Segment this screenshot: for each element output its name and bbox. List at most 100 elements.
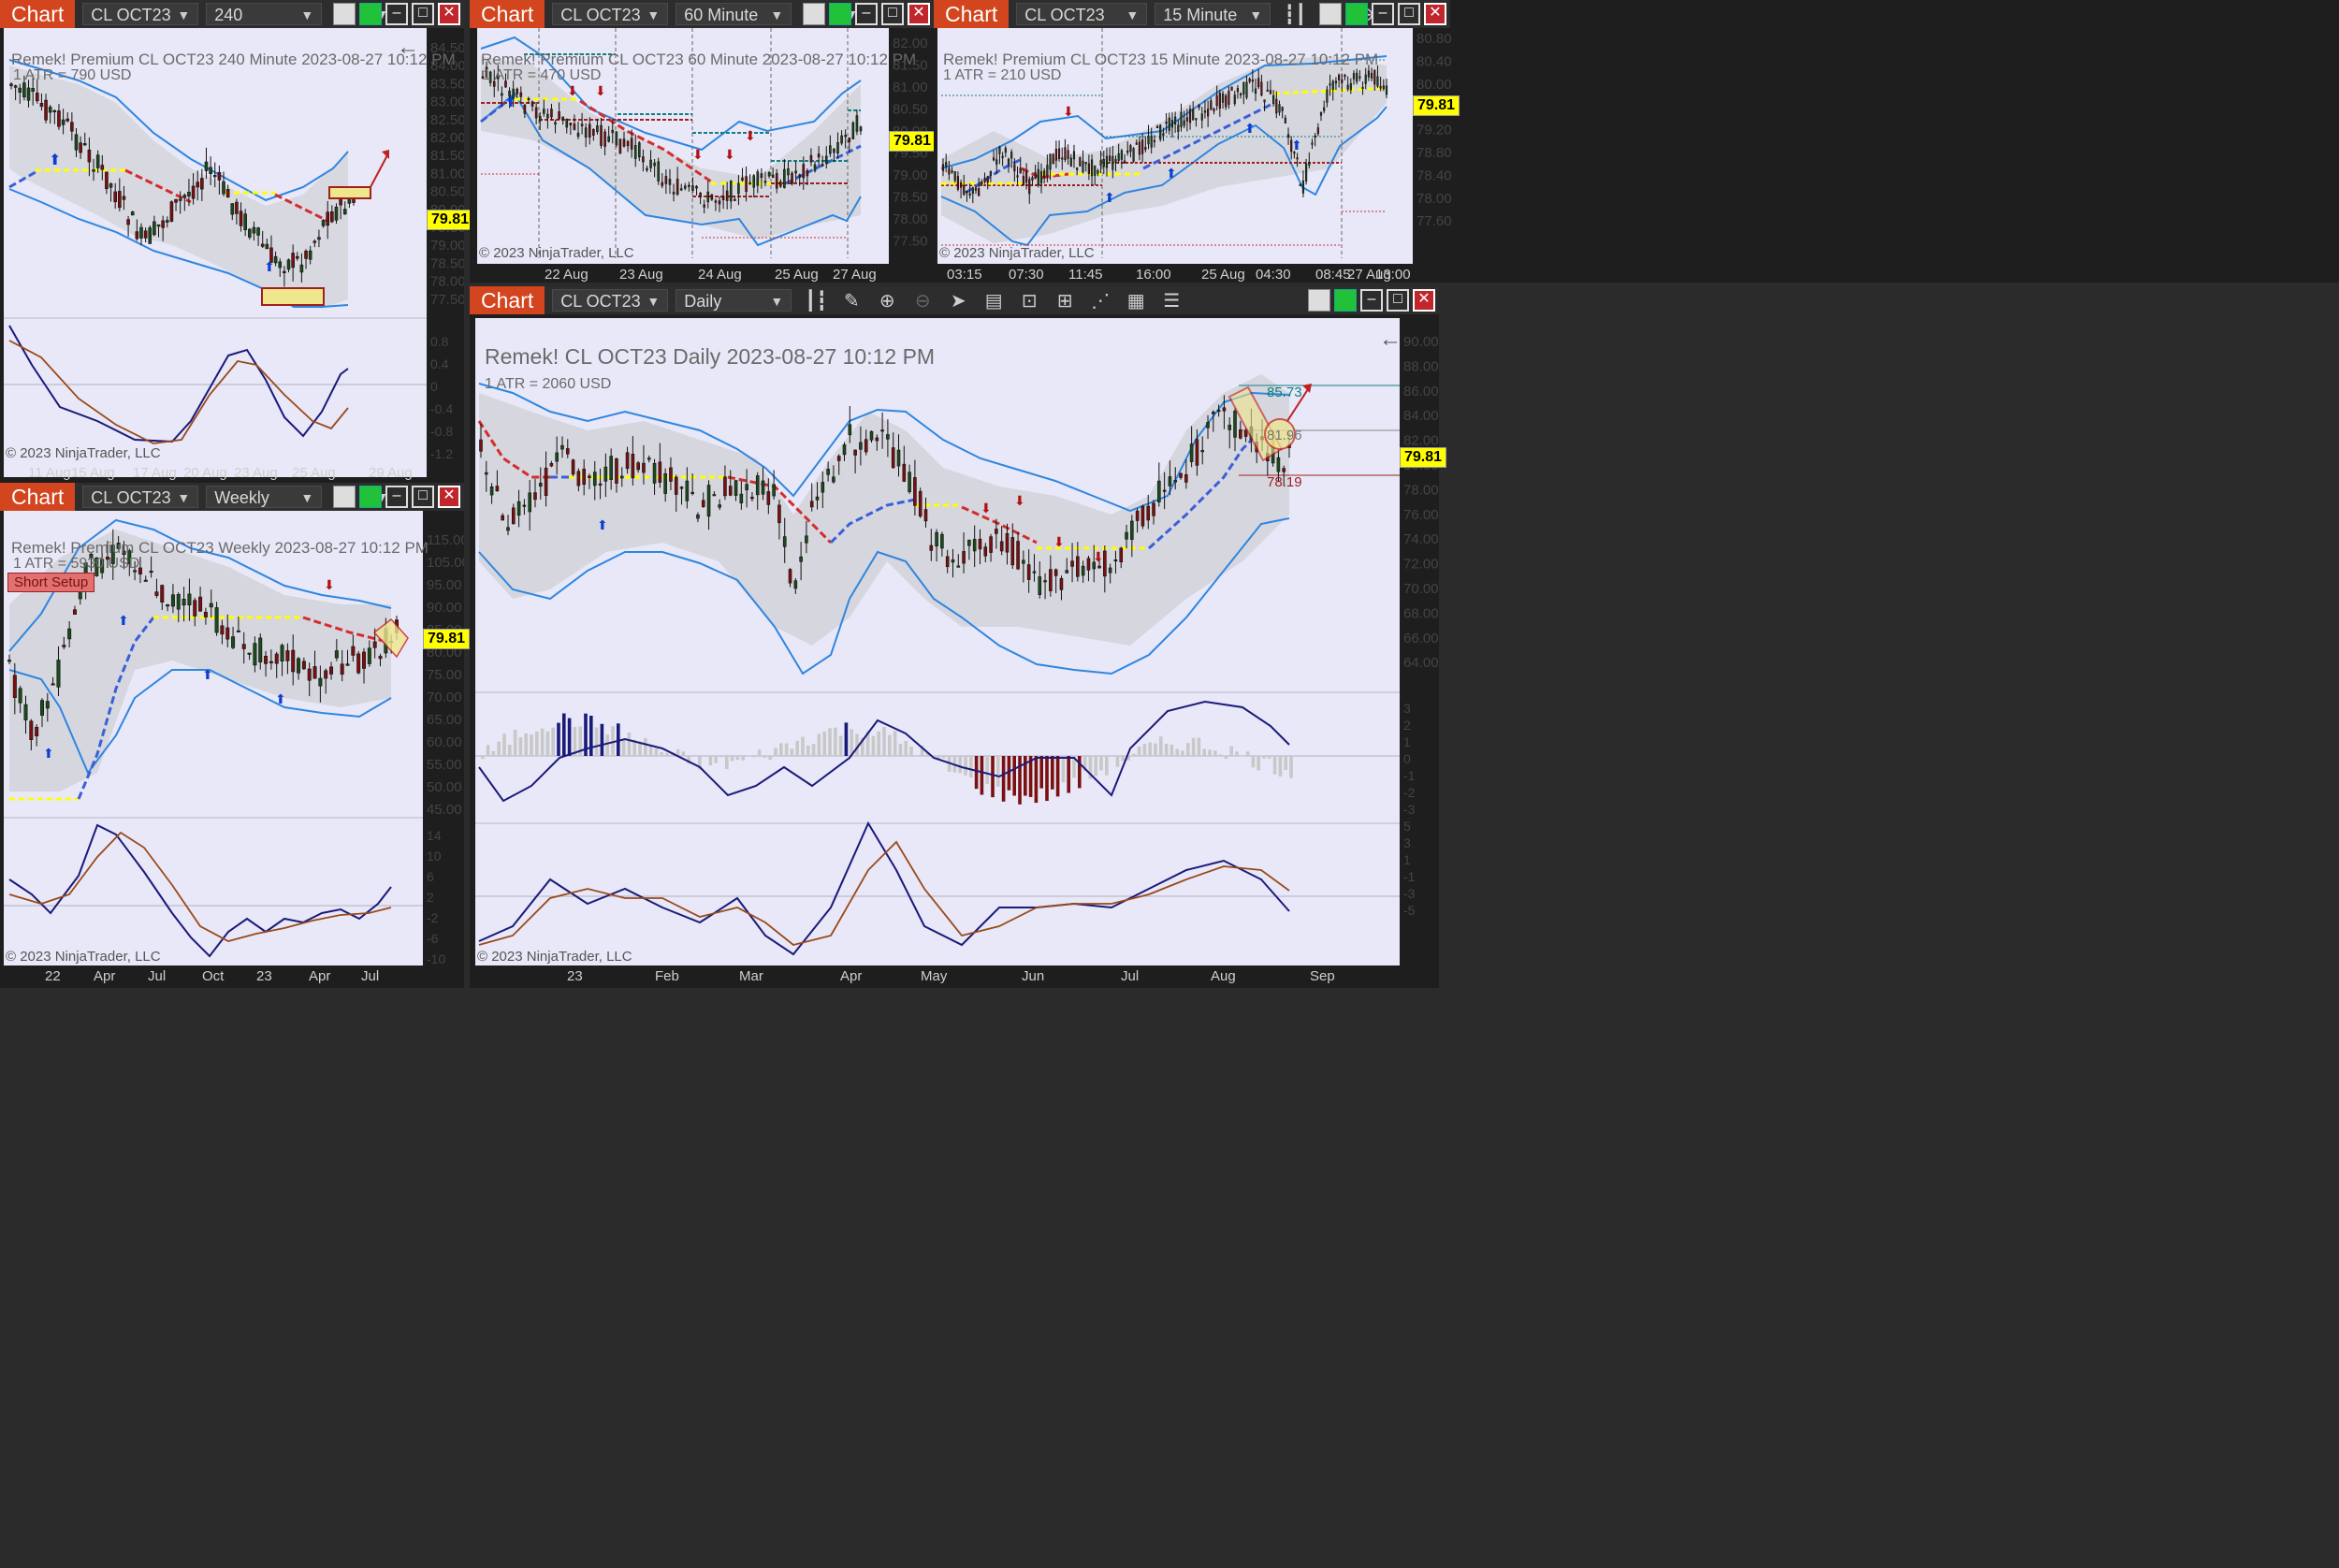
upper-band-line: [8, 518, 392, 652]
chart-area[interactable]: ⬆ ⬆ ← Remek! Premium CL OCT23 240 Minute…: [4, 28, 456, 477]
histogram-bar: [1007, 756, 1011, 791]
maximize-button[interactable]: □: [1387, 289, 1409, 312]
close-button[interactable]: ✕: [1413, 289, 1435, 312]
chart-area[interactable]: ⬆ ⬆ ⬆ ⬆ ⬇ Remek! Premium CL OCT23 Weekly…: [4, 511, 429, 965]
pointer-icon[interactable]: ➤: [950, 290, 966, 312]
link-green-button[interactable]: [359, 486, 382, 508]
price-tick-label: 80.50: [430, 184, 464, 200]
data-box-icon[interactable]: ⊡: [1021, 290, 1038, 312]
price-panel[interactable]: ⬆ ⬆ ←: [4, 28, 427, 477]
target-circle: [1264, 418, 1296, 450]
candle-body: [1028, 179, 1031, 195]
pencil-icon[interactable]: ✎: [843, 290, 860, 312]
back-arrow-icon[interactable]: ←: [397, 35, 419, 60]
maximize-button[interactable]: □: [412, 486, 434, 508]
candle-body: [588, 123, 591, 138]
zoom-in-icon[interactable]: ⊕: [879, 290, 895, 312]
chart-area[interactable]: ⬇ ⬇ ⬇ ⬇ ⬇ ⬆ Remek! Premium CL OCT23 60 M…: [477, 28, 916, 264]
link-green-button[interactable]: [829, 3, 851, 25]
back-arrow-icon[interactable]: ←: [1379, 327, 1400, 352]
candle-body: [598, 483, 603, 486]
link-green-button[interactable]: [1345, 3, 1368, 25]
time-tick-label: Apr: [309, 968, 330, 984]
candle-body: [61, 119, 65, 125]
candle-body: [9, 83, 13, 86]
chart-area[interactable]: ⬇ ⬆ ⬆ ⬆ ⬆ Remek! Premium CL OCT23 15 Min…: [937, 28, 1413, 264]
maximize-button[interactable]: □: [881, 3, 904, 25]
close-button[interactable]: ✕: [438, 486, 460, 508]
candle-body: [549, 463, 554, 467]
properties-icon[interactable]: ▤: [984, 290, 1003, 312]
candle-body: [1314, 135, 1316, 138]
minimize-button[interactable]: –: [385, 3, 408, 25]
bar-type-icon[interactable]: ┃┇: [805, 290, 828, 312]
histogram-bar: [991, 756, 995, 798]
bar-type-icon[interactable]: ┇┃: [1284, 4, 1307, 25]
link-gray-button[interactable]: [803, 3, 825, 25]
maximize-button[interactable]: □: [412, 3, 434, 25]
link-gray-button[interactable]: [333, 3, 356, 25]
candle-body: [1150, 135, 1153, 148]
link-green-button[interactable]: [1334, 289, 1357, 312]
close-button[interactable]: ✕: [1424, 3, 1446, 25]
chart-menu-button[interactable]: Chart: [934, 0, 1010, 28]
interval-selector[interactable]: 15 Minute ▼: [1155, 3, 1271, 25]
oscillator-tick-label: 0: [430, 379, 438, 394]
instrument-selector[interactable]: CL OCT23 ▼: [1016, 3, 1148, 25]
instrument-selector[interactable]: CL OCT23 ▼: [552, 3, 669, 25]
histogram-bar: [806, 745, 810, 756]
instrument-selector[interactable]: CL OCT23 ▼: [82, 3, 199, 25]
close-button[interactable]: ✕: [438, 3, 460, 25]
histogram-bar: [871, 735, 876, 756]
screenshot-icon[interactable]: ⊞: [1056, 290, 1073, 312]
histogram-bar: [790, 748, 794, 756]
interval-selector[interactable]: 240 Minute ▼: [206, 3, 323, 47]
candle-body: [182, 599, 186, 606]
histogram-bar: [540, 728, 545, 756]
candle-body: [782, 536, 787, 547]
interval-selector[interactable]: Weekly ▼: [206, 486, 323, 508]
candle-body: [243, 213, 247, 230]
candle-body: [829, 145, 832, 154]
instrument-selector[interactable]: CL OCT23 ▼: [82, 486, 199, 508]
link-gray-button[interactable]: [1319, 3, 1342, 25]
minimize-button[interactable]: –: [855, 3, 878, 25]
candle-body: [821, 164, 824, 167]
candle-body: [657, 161, 661, 181]
price-panel[interactable]: 85.73 81.96 78.19 ⬆ ⬇ ⬇ ⬇ ⬇ ←: [475, 318, 1400, 965]
minimize-button[interactable]: –: [1372, 3, 1394, 25]
candle-body: [170, 594, 175, 607]
link-gray-button[interactable]: [1308, 289, 1330, 312]
close-button[interactable]: ✕: [908, 3, 930, 25]
zoom-out-icon[interactable]: ⊖: [914, 290, 931, 312]
instrument-selector[interactable]: CL OCT23 ▼: [552, 289, 669, 312]
candle-body: [1243, 429, 1248, 437]
time-tick-label: 22 Aug: [545, 267, 588, 283]
chart-menu-button[interactable]: Chart: [0, 483, 76, 511]
chart-menu-button[interactable]: Chart: [0, 0, 76, 28]
interval-selector[interactable]: Daily ▼: [676, 289, 792, 312]
candle-body: [122, 550, 126, 556]
maximize-button[interactable]: □: [1398, 3, 1420, 25]
time-tick-label: 08:45: [1315, 267, 1351, 283]
link-gray-button[interactable]: [333, 486, 356, 508]
chart-area[interactable]: 85.73 81.96 78.19 ⬆ ⬇ ⬇ ⬇ ⬇ ← Remek! CL …: [475, 318, 1400, 965]
link-green-button[interactable]: [359, 3, 382, 25]
candle-body: [793, 580, 798, 589]
histogram-bar: [1241, 756, 1244, 757]
chart-menu-button[interactable]: Chart: [470, 286, 545, 314]
price-panel[interactable]: ⬇ ⬆ ⬆ ⬆ ⬆: [937, 28, 1413, 264]
list-icon[interactable]: ☰: [1163, 290, 1181, 312]
strategy-icon[interactable]: ⋰: [1091, 290, 1111, 312]
candle-body: [561, 116, 564, 120]
interval-selector[interactable]: 60 Minute ▼: [676, 3, 792, 25]
candle-body: [558, 111, 560, 120]
chart-menu-button[interactable]: Chart: [470, 0, 545, 28]
minimize-button[interactable]: –: [1360, 289, 1383, 312]
price-tick-label: 82.00: [1403, 433, 1439, 449]
minimize-button[interactable]: –: [385, 486, 408, 508]
price-panel[interactable]: ⬆ ⬆ ⬆ ⬆ ⬇: [4, 511, 423, 965]
candle-body: [372, 641, 377, 648]
calculator-icon[interactable]: ▦: [1126, 290, 1145, 312]
price-panel[interactable]: ⬇ ⬇ ⬇ ⬇ ⬇ ⬆: [477, 28, 889, 264]
